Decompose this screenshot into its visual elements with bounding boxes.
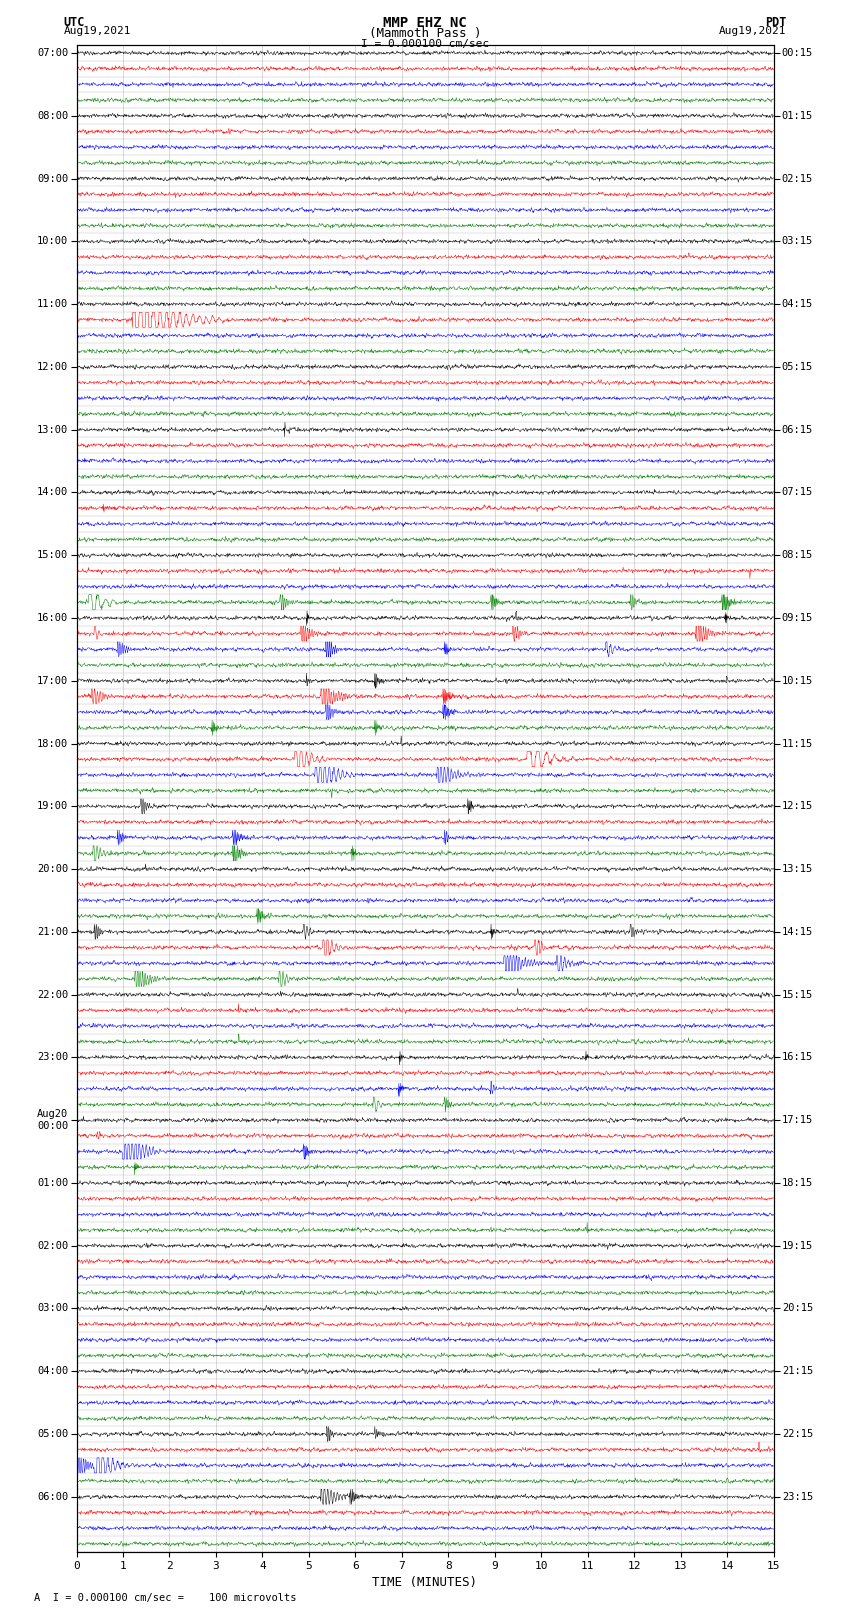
Text: I = 0.000100 cm/sec: I = 0.000100 cm/sec (361, 39, 489, 48)
X-axis label: TIME (MINUTES): TIME (MINUTES) (372, 1576, 478, 1589)
Text: PDT: PDT (765, 16, 786, 29)
Text: UTC: UTC (64, 16, 85, 29)
Text: Aug19,2021: Aug19,2021 (719, 26, 786, 35)
Text: A  I = 0.000100 cm/sec =    100 microvolts: A I = 0.000100 cm/sec = 100 microvolts (34, 1594, 297, 1603)
Text: MMP EHZ NC: MMP EHZ NC (383, 16, 467, 31)
Text: Aug19,2021: Aug19,2021 (64, 26, 131, 35)
Text: (Mammoth Pass ): (Mammoth Pass ) (369, 27, 481, 40)
